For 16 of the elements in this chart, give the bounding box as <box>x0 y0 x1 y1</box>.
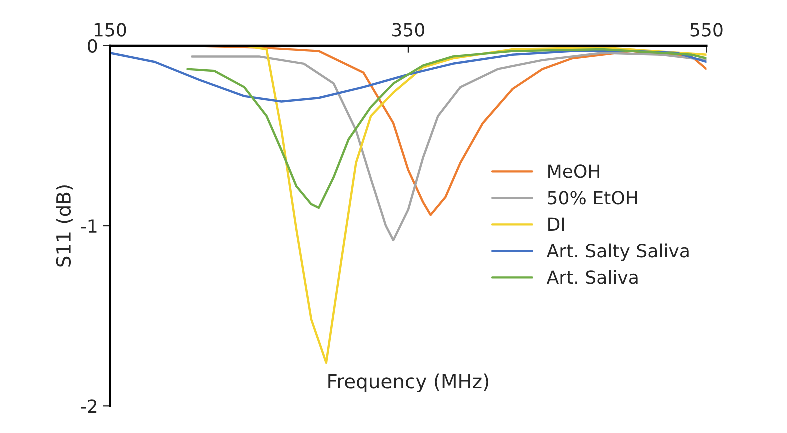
line-series <box>243 46 707 364</box>
legend-label: Art. Saliva <box>546 270 638 284</box>
y-tick-label: 0 <box>88 39 98 54</box>
y-tick-label: -2 <box>81 400 97 414</box>
x-tick-label: 550 <box>690 23 723 37</box>
legend-label: Art. Salty Saliva <box>546 244 689 262</box>
y-tick-label: -1 <box>81 220 97 233</box>
legend-label: MeOH <box>548 164 600 178</box>
legend-label: 50% EtOH <box>548 191 638 205</box>
x-tick-label: 350 <box>392 23 424 37</box>
legend-label: DI <box>548 218 564 232</box>
y-axis-title: S11 (dB) <box>56 186 74 267</box>
line-series <box>110 50 707 103</box>
x-axis-title: Frequency (MHz) <box>328 374 488 393</box>
line-series <box>191 52 707 242</box>
x-tick-label: 150 <box>94 23 126 37</box>
